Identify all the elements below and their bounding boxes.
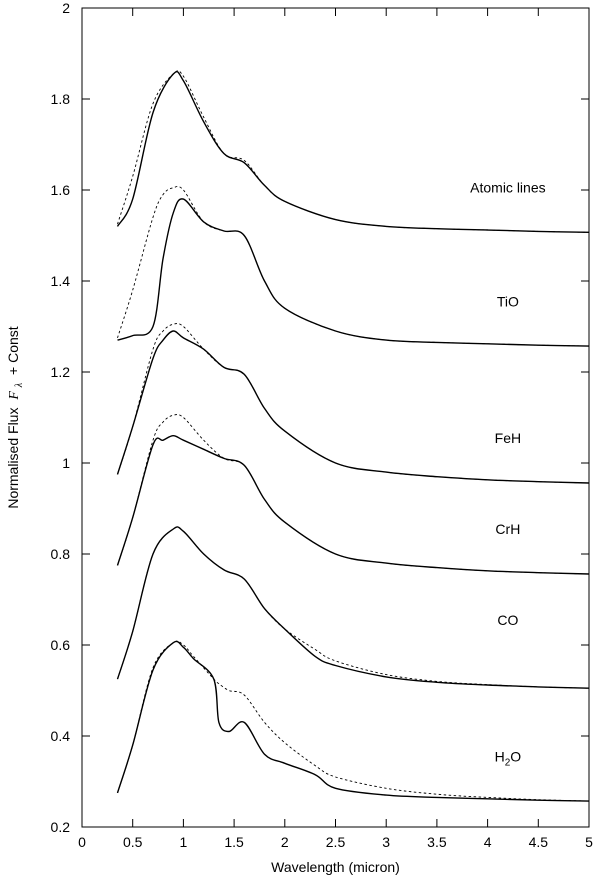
x-tick-label: 1.5: [224, 834, 244, 850]
series-label: Atomic lines: [470, 180, 545, 196]
y-tick-label: 0.4: [51, 728, 71, 744]
series-line-atomic-lines: [116, 71, 590, 233]
series-reference-tio: [117, 186, 590, 347]
x-tick-label: 4: [484, 834, 492, 850]
series-labels: Atomic lines TiO FeH CrH CO H2O: [470, 180, 545, 769]
series-line-feh: [116, 330, 590, 484]
series-reference-h2o: [117, 640, 590, 802]
y-axis-title-symbol: F: [7, 391, 22, 401]
series-line-co: [116, 526, 590, 689]
y-tick-label: 1: [62, 455, 70, 471]
y-tick-label: 1.8: [51, 91, 71, 107]
y-axis-title-suffix: + Const: [5, 326, 21, 375]
series-label: H2O: [495, 748, 522, 768]
series-line-tio: [117, 198, 590, 347]
x-tick-label: 0: [78, 834, 86, 850]
series-line-h2o: [116, 640, 590, 802]
x-tick-label: 2: [281, 834, 289, 850]
y-tick-label: 1.2: [51, 364, 71, 380]
x-tick-label: 3: [382, 834, 390, 850]
x-axis-title: Wavelength (micron): [271, 859, 400, 875]
series-label: FeH: [495, 430, 521, 446]
y-tick-label: 0.2: [51, 819, 71, 835]
x-axis: 0 0.5 1 1.5 2 2.5 3 3.5 4 4.5 5: [78, 8, 593, 850]
series-line-crh: [116, 435, 590, 575]
y-axis-title-subscript: λ: [14, 382, 25, 388]
y-axis-title-main: Normalised Flux: [5, 408, 21, 509]
x-tick-label: 0.5: [123, 834, 143, 850]
y-tick-label: 1.6: [51, 182, 71, 198]
y-tick-label: 1.4: [51, 273, 71, 289]
y-tick-label: 0.6: [51, 637, 71, 653]
series-reference-atomic-lines: [117, 70, 590, 233]
y-tick-label: 2: [62, 0, 70, 16]
x-tick-label: 3.5: [427, 834, 447, 850]
series-label: TiO: [497, 293, 519, 309]
y-axis: 0.2 0.4 0.6 0.8 1 1.2 1.4 1.6 1.8 2: [51, 0, 589, 835]
y-axis-title: Normalised Flux F λ + Const: [5, 326, 25, 508]
x-tick-label: 4.5: [529, 834, 549, 850]
series-label: CrH: [495, 521, 520, 537]
series-reference-feh: [117, 323, 590, 484]
plot-frame: [81, 7, 590, 828]
y-tick-label: 0.8: [51, 546, 71, 562]
series-reference-co: [117, 526, 590, 689]
plot-area: [116, 70, 590, 802]
x-tick-label: 2.5: [326, 834, 346, 850]
x-tick-label: 5: [585, 834, 593, 850]
series-label: CO: [497, 612, 518, 628]
x-tick-label: 1: [180, 834, 188, 850]
